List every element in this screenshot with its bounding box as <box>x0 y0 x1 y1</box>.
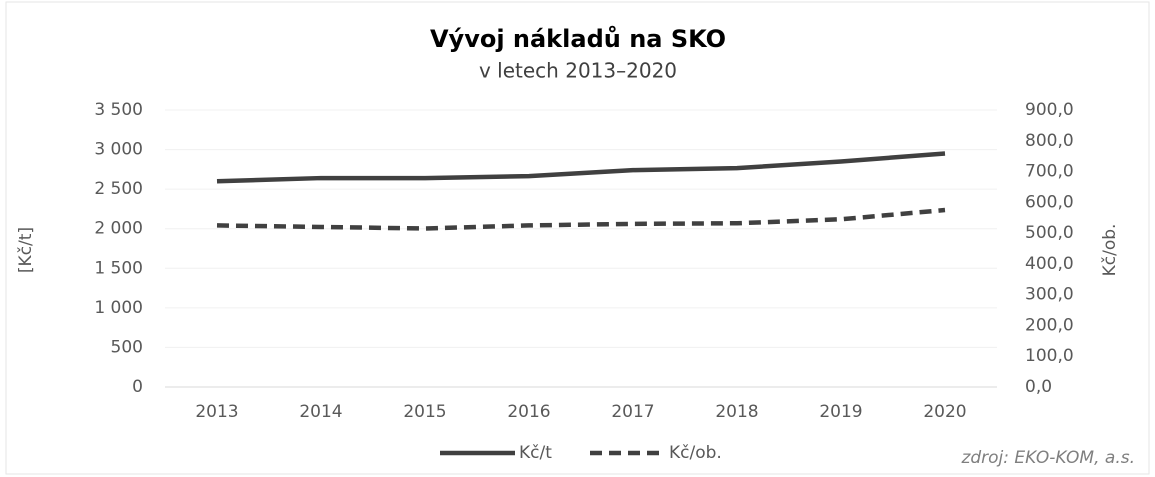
legend-label: Kč/ob. <box>669 443 722 463</box>
y2-tick-label: 200,0 <box>1025 315 1074 335</box>
y-tick-label: 0 <box>132 377 143 397</box>
chart-subtitle: v letech 2013–2020 <box>479 59 677 83</box>
x-tick-label: 2018 <box>715 402 758 422</box>
y-axis-label: [Kč/t] <box>16 227 36 273</box>
y-tick-label: 2 000 <box>94 219 143 239</box>
x-tick-label: 2020 <box>923 402 966 422</box>
y2-tick-label: 100,0 <box>1025 346 1074 366</box>
y2-tick-label: 800,0 <box>1025 131 1074 151</box>
y2-tick-label: 700,0 <box>1025 162 1074 182</box>
chart-title: Vývoj nákladů na SKO <box>430 25 726 53</box>
y2-tick-label: 500,0 <box>1025 223 1074 243</box>
series-line <box>216 151 946 184</box>
y2-tick-label: 400,0 <box>1025 254 1074 274</box>
x-tick-label: 2016 <box>507 402 550 422</box>
x-tick-label: 2015 <box>403 402 446 422</box>
x-tick-label: 2013 <box>195 402 238 422</box>
chart-border <box>5 1 1150 475</box>
y2-axis-label: Kč/ob. <box>1100 224 1120 277</box>
y2-tick-label: 0,0 <box>1025 377 1052 397</box>
y-tick-label: 1 500 <box>94 258 143 278</box>
y-tick-label: 3 500 <box>94 100 143 120</box>
y2-tick-label: 300,0 <box>1025 285 1074 305</box>
y-tick-label: 3 000 <box>94 140 143 160</box>
y-tick-label: 2 500 <box>94 179 143 199</box>
x-tick-label: 2014 <box>299 402 342 422</box>
y-tick-label: 500 <box>111 337 143 357</box>
y2-tick-label: 900,0 <box>1025 100 1074 120</box>
y-tick-label: 1 000 <box>94 298 143 318</box>
x-tick-label: 2017 <box>611 402 654 422</box>
y2-tick-label: 600,0 <box>1025 192 1074 212</box>
x-tick-label: 2019 <box>819 402 862 422</box>
series-line <box>216 207 946 231</box>
legend-label: Kč/t <box>519 443 552 463</box>
source-note: zdroj: EKO-KOM, a.s. <box>960 448 1135 468</box>
